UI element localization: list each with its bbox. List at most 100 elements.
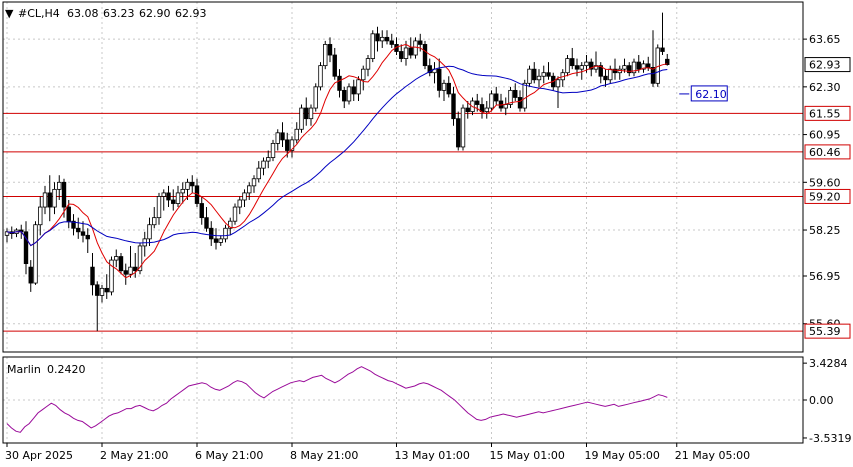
moving-averages: 62.10 — [6, 43, 728, 279]
ohlc-low: 62.90 — [139, 7, 171, 20]
candle-body — [522, 82, 527, 109]
price-axis: 63.6562.3060.9559.6058.2556.9555.6061.55… — [803, 33, 851, 339]
candle-body — [517, 97, 523, 109]
candle-body — [365, 58, 371, 70]
candle-body — [223, 227, 228, 240]
candle-body — [484, 107, 489, 112]
level-label: 60.46 — [809, 146, 841, 159]
candle-body — [536, 75, 542, 81]
candle-body — [242, 192, 247, 201]
candle-body — [247, 185, 252, 194]
oscillator-tick-label: 0.00 — [809, 394, 834, 407]
candle-body — [327, 44, 333, 56]
candle-body — [128, 266, 133, 275]
candle-body — [612, 68, 618, 74]
candle-body — [660, 47, 665, 52]
candle-body — [389, 40, 394, 45]
candle-body — [285, 139, 290, 151]
candle-body — [375, 33, 380, 42]
oscillator-axis: 3.4284 0.00 -3.5319 — [803, 357, 851, 445]
candle-body — [4, 231, 10, 236]
candle-body — [85, 234, 90, 240]
level-label-box — [804, 144, 851, 160]
candle-body — [313, 86, 318, 109]
candle-body — [570, 58, 575, 67]
ohlc-close: 62.93 — [175, 7, 207, 20]
candle-body — [204, 217, 209, 229]
candle-body — [308, 107, 314, 120]
candle-body — [52, 188, 57, 208]
header-arrow-icon[interactable]: ▼ — [5, 7, 14, 20]
chart-symbol: #CL,H4 — [18, 7, 60, 20]
candle-body — [650, 67, 656, 84]
price-tick-label: 59.60 — [809, 176, 841, 189]
candle-body — [294, 128, 299, 141]
candle-body — [270, 143, 276, 158]
candle-body — [289, 139, 295, 151]
candle-body — [408, 47, 413, 56]
candle-body — [541, 72, 546, 77]
oscillator-line — [6, 366, 668, 433]
candle-body — [356, 79, 361, 95]
candle-body — [427, 65, 432, 74]
candle-body — [23, 231, 29, 265]
candle-body — [546, 72, 551, 77]
candle-body — [137, 245, 143, 272]
price-tick-label: 60.95 — [809, 129, 841, 142]
candle-body — [275, 132, 280, 144]
candle-body — [337, 75, 342, 91]
level-label: 61.55 — [809, 107, 841, 120]
candle-body — [446, 82, 451, 95]
candle-body — [118, 256, 124, 272]
candle-body — [342, 89, 347, 102]
level-label: 59.20 — [809, 190, 841, 203]
candle-body — [66, 206, 71, 222]
main-grid — [3, 2, 803, 352]
candle-body — [114, 256, 119, 261]
candle-body — [71, 220, 76, 229]
candle-body — [38, 206, 43, 226]
candle-body — [370, 33, 375, 59]
price-tick-label: 56.95 — [809, 270, 841, 283]
candle-body — [299, 107, 304, 130]
candle-body — [437, 68, 442, 91]
candle-body — [304, 107, 309, 120]
candle-body — [57, 181, 62, 190]
ma-label-value: 62.10 — [695, 88, 727, 101]
candle-body — [104, 287, 109, 293]
candle-body — [61, 181, 67, 208]
price-tick-label: 63.65 — [809, 33, 841, 46]
candle-body — [209, 227, 214, 240]
candle-body — [266, 157, 271, 162]
candle-body — [589, 61, 594, 70]
level-label-box — [804, 105, 851, 121]
candle-body — [508, 89, 513, 105]
oscillator-value: 0.2420 — [47, 363, 86, 376]
candle-body — [99, 287, 105, 296]
fast-moving-average — [6, 43, 668, 279]
candle-body — [161, 192, 166, 197]
candle-body — [323, 44, 328, 67]
price-tick-label: 58.25 — [809, 224, 841, 237]
candle-body — [213, 238, 219, 243]
candle-body — [579, 65, 584, 70]
level-label-box — [804, 188, 851, 204]
candle-body — [380, 36, 385, 42]
candle-body — [42, 192, 48, 208]
price-tick-label: 62.30 — [809, 81, 841, 94]
ma-label-box — [690, 85, 728, 102]
candle-body — [318, 65, 323, 88]
candle-body — [584, 61, 589, 67]
candle-body — [180, 188, 185, 194]
candle-body — [460, 107, 466, 148]
main-pane: 62.10 — [2, 1, 804, 353]
candle-body — [555, 79, 561, 88]
candle-body — [152, 217, 157, 226]
current-price-label: 62.93 — [809, 59, 841, 72]
candle-body — [503, 104, 508, 109]
candle-body — [489, 93, 494, 109]
time-tick-label: 8 May 21:00 — [290, 449, 358, 462]
time-tick-label: 6 May 21:00 — [195, 449, 263, 462]
slow-moving-average — [6, 65, 668, 247]
